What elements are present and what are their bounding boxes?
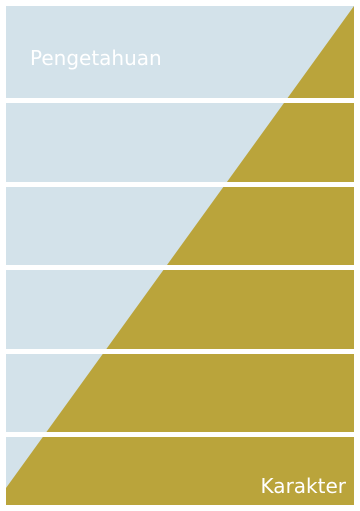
- label-pengetahuan: Pengetahuan: [30, 46, 162, 70]
- label-karakter: Karakter: [260, 474, 346, 498]
- separator-2: [0, 182, 360, 187]
- separator-1: [0, 98, 360, 103]
- separator-3: [0, 265, 360, 270]
- dark-region: [6, 6, 354, 505]
- separator-5: [0, 432, 360, 437]
- separator-4: [0, 349, 360, 354]
